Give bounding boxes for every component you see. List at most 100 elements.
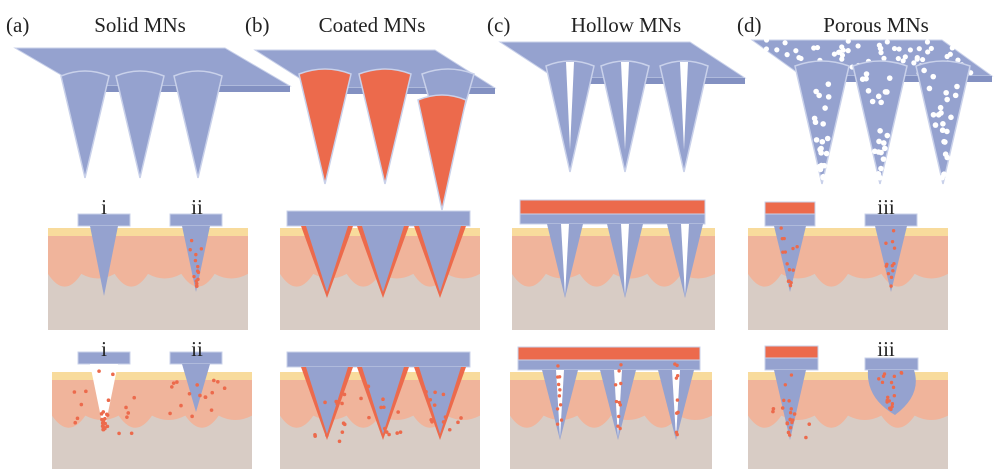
particle: [818, 167, 824, 173]
particle: [940, 121, 946, 127]
particle: [192, 275, 195, 278]
particle: [97, 369, 101, 373]
released-drug: [190, 415, 194, 419]
particle: [881, 156, 887, 162]
particle: [795, 245, 798, 248]
released-drug: [614, 383, 617, 386]
pore: [796, 55, 801, 60]
sub-label: i: [101, 195, 107, 219]
released-drug: [223, 386, 227, 390]
particle: [881, 140, 887, 146]
stratum-corneum: [52, 372, 252, 380]
released-drug: [125, 415, 129, 419]
particle: [890, 381, 893, 384]
particle: [944, 97, 950, 103]
particle: [824, 151, 830, 157]
pore: [878, 46, 883, 51]
particle: [877, 175, 883, 181]
particle: [789, 411, 792, 414]
patch: [520, 214, 705, 224]
particle: [788, 268, 791, 271]
panel-title: Coated MNs: [319, 13, 426, 37]
released-drug: [204, 395, 208, 399]
particle: [886, 399, 889, 402]
figure: (a) Solid MNs (b) Coated MNs (c) Hollow …: [0, 0, 999, 469]
pore: [841, 48, 846, 53]
particle: [818, 146, 824, 152]
released-drug: [557, 383, 560, 386]
released-drug: [396, 410, 400, 414]
particle: [893, 246, 896, 249]
pore: [915, 55, 920, 60]
released-drug: [787, 431, 791, 435]
particle: [860, 76, 866, 82]
released-drug: [168, 412, 172, 416]
particle: [790, 373, 793, 376]
particle: [891, 269, 894, 272]
pore: [811, 45, 816, 50]
released-drug: [676, 398, 679, 401]
particle: [890, 276, 893, 279]
released-drug: [381, 397, 385, 401]
particle: [942, 139, 948, 145]
patch: [518, 347, 700, 360]
panel-title: Hollow MNs: [571, 13, 681, 37]
released-drug: [428, 398, 432, 402]
particle: [883, 89, 889, 95]
particle: [194, 253, 197, 256]
pore: [920, 57, 925, 62]
released-drug: [132, 396, 136, 400]
particle: [789, 284, 792, 287]
particle: [889, 284, 892, 287]
released-drug: [172, 381, 176, 385]
particle: [196, 269, 199, 272]
pore: [896, 56, 901, 61]
particle: [882, 146, 888, 152]
released-drug: [433, 390, 437, 394]
pore: [892, 46, 897, 51]
released-drug: [313, 434, 317, 438]
particle: [779, 226, 782, 229]
released-drug: [430, 420, 434, 424]
released-drug: [342, 421, 346, 425]
particle: [872, 149, 878, 155]
released-drug: [442, 393, 446, 397]
pore: [929, 46, 934, 51]
particle: [954, 84, 960, 90]
pore: [901, 58, 906, 63]
released-drug: [676, 411, 679, 414]
particle: [814, 137, 820, 143]
released-drug: [383, 427, 387, 431]
patch: [765, 202, 815, 214]
pore: [764, 37, 769, 42]
pore: [793, 48, 798, 53]
released-drug: [210, 408, 214, 412]
released-drug: [338, 439, 342, 443]
released-drug: [617, 369, 620, 372]
sub-label: ii: [191, 195, 203, 219]
pore: [764, 46, 769, 51]
particle: [784, 383, 787, 386]
released-drug: [618, 401, 621, 404]
released-drug: [179, 404, 183, 408]
particle: [877, 377, 880, 380]
particle: [933, 122, 939, 128]
released-drug: [442, 420, 446, 424]
released-drug: [210, 391, 214, 395]
released-drug: [459, 416, 463, 420]
particle: [936, 112, 942, 118]
particle: [948, 115, 954, 121]
particle: [785, 262, 788, 265]
particle: [826, 94, 832, 100]
particle: [885, 263, 888, 266]
patch: [287, 211, 470, 226]
particle: [943, 90, 949, 96]
panel-title: Porous MNs: [823, 13, 929, 37]
sub-label: iii: [877, 195, 895, 219]
released-drug: [448, 428, 452, 432]
particle: [878, 100, 884, 106]
pore: [782, 40, 787, 45]
particle: [878, 166, 884, 172]
released-drug: [560, 418, 563, 421]
released-drug: [424, 390, 428, 394]
